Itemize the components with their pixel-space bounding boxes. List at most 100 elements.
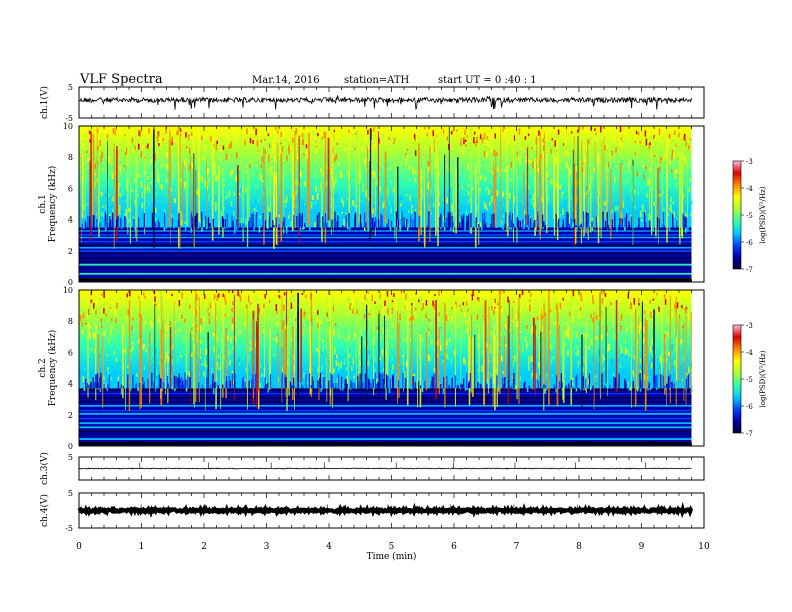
spectrogram-cell xyxy=(482,160,485,164)
spectrogram-cell xyxy=(451,306,453,310)
spectrogram-cell xyxy=(262,334,264,339)
band-edge-cell xyxy=(366,377,368,389)
spectrogram-cell xyxy=(303,153,305,156)
spectrogram-cell xyxy=(450,183,452,187)
band-edge-cell xyxy=(406,218,408,228)
spectrogram-cell xyxy=(643,374,646,380)
spectrogram-cell xyxy=(582,126,584,130)
spectrogram-cell xyxy=(335,176,337,183)
band-edge-cell xyxy=(251,379,253,389)
spectrogram-cell xyxy=(162,137,164,142)
band-edge-cell xyxy=(653,383,655,389)
spectrogram-cell xyxy=(609,152,611,160)
band-edge-cell xyxy=(395,211,398,228)
spectrogram-cell xyxy=(619,138,621,145)
spectrogram-cell xyxy=(378,209,381,214)
spectrogram-cell xyxy=(135,370,137,375)
spectrogram-cell xyxy=(203,294,206,299)
spectrogram-cell xyxy=(382,342,384,350)
band-edge-cell xyxy=(370,382,372,389)
spectrogram-cell xyxy=(567,377,569,383)
spectrogram-cell xyxy=(91,315,94,319)
spectrogram-cell xyxy=(307,379,310,386)
spectrogram-cell xyxy=(486,208,489,211)
spectrogram-cell xyxy=(408,165,411,170)
band-edge-cell xyxy=(296,215,298,228)
spectrogram-cell xyxy=(474,380,477,385)
spectrogram-cell xyxy=(85,174,87,180)
spectrogram-cell xyxy=(581,162,584,166)
spectrogram-cell xyxy=(233,226,236,234)
band-edge-cell xyxy=(299,213,301,228)
band-edge-cell xyxy=(451,216,454,228)
spectrogram-cell xyxy=(278,295,281,299)
spectrogram-cell xyxy=(389,314,392,319)
band-edge-cell xyxy=(372,217,375,228)
band-edge-cell xyxy=(418,381,420,389)
spectrogram-cell xyxy=(90,299,93,303)
spectrogram-cell xyxy=(122,196,125,199)
y-axis-label-line: Frequency (kHz) xyxy=(47,330,58,407)
spectrogram-cell xyxy=(81,308,84,312)
spectrogram-cell xyxy=(93,333,95,338)
spectrogram-cell xyxy=(224,216,227,221)
spectrogram-cell xyxy=(628,385,631,391)
spectrogram-cell xyxy=(374,142,377,148)
band-edge-cell xyxy=(153,381,155,389)
spectrogram-cell xyxy=(536,158,539,164)
spectrogram-cell xyxy=(190,330,193,335)
spectrogram-cell xyxy=(90,291,93,296)
spectrogram-cell xyxy=(593,167,595,173)
spectrogram-cell xyxy=(601,297,604,304)
spectrogram-cell xyxy=(133,177,136,183)
spectrogram-cell xyxy=(650,136,652,142)
spectrogram-cell xyxy=(603,356,605,361)
spectrogram-cell xyxy=(549,309,552,313)
spectrogram-cell xyxy=(197,366,199,369)
spectrogram-cell xyxy=(280,148,282,156)
band-edge-cell xyxy=(516,217,518,228)
spectrogram-cell xyxy=(260,215,263,218)
band-edge-cell xyxy=(340,376,343,389)
spectrogram-cell xyxy=(480,175,482,180)
spectrogram-cell xyxy=(433,146,436,152)
spectrogram-cell xyxy=(388,325,390,328)
y-axis-label: ch.3(V) xyxy=(39,452,50,485)
spectrogram-cell xyxy=(620,137,623,142)
spectrogram-cell xyxy=(153,291,156,295)
spectrogram-cell xyxy=(193,308,195,316)
spectrogram-cell xyxy=(88,322,90,328)
spectrogram-cell xyxy=(685,307,687,315)
spectrogram-cell xyxy=(532,291,534,297)
spectrogram-cell xyxy=(116,135,119,143)
spectrogram-cell xyxy=(389,296,391,303)
spectrogram-cell xyxy=(125,158,127,165)
spectrogram-cell xyxy=(235,174,237,181)
ch4-waveform-panel: 5-5ch.4(V) xyxy=(39,489,705,533)
spectrogram-cell xyxy=(131,215,134,220)
band-edge-cell xyxy=(410,215,412,228)
spectrogram-cell xyxy=(497,342,499,346)
spectrogram-cell xyxy=(184,182,186,189)
y-tick-label: 5 xyxy=(68,453,73,462)
spectrogram-cell xyxy=(158,317,160,323)
spectrogram-cell xyxy=(644,310,646,315)
spectrogram-cell xyxy=(567,350,569,356)
spectrogram-cell xyxy=(483,213,485,220)
spectrogram-cell xyxy=(460,138,463,141)
band-edge-cell xyxy=(509,212,511,228)
band-edge-cell xyxy=(392,376,394,389)
spectrogram-cell xyxy=(171,136,174,143)
spectrogram-cell xyxy=(404,219,406,224)
spectrogram-cell xyxy=(132,317,134,321)
spectrogram-cell xyxy=(299,183,301,186)
spectrogram-cell xyxy=(476,200,479,205)
spectrogram-cell xyxy=(389,227,392,231)
spectrogram-cell xyxy=(153,360,155,364)
spectrogram-cell xyxy=(593,219,595,223)
spectrogram-cell xyxy=(223,294,226,301)
spectrogram-cell xyxy=(263,303,265,309)
band-edge-cell xyxy=(604,385,606,389)
spectrogram-cell xyxy=(437,340,439,346)
spectrogram-cell xyxy=(569,193,572,201)
